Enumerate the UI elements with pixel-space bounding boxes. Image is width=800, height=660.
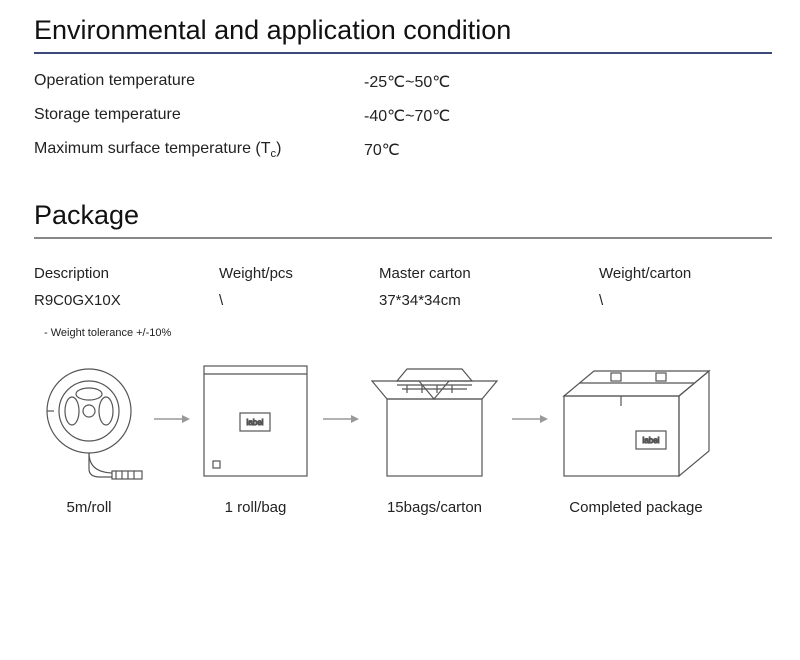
- package-header-row: Description Weight/pcs Master carton Wei…: [34, 265, 772, 282]
- flow-caption: 15bags/carton: [387, 499, 482, 516]
- env-label: Storage temperature: [34, 106, 364, 126]
- env-row: Maximum surface temperature (Tc) 70℃: [34, 140, 772, 160]
- env-row: Storage temperature -40℃~70℃: [34, 106, 772, 126]
- pkg-title: Package: [34, 200, 772, 239]
- package-flow-diagram: 5m/roll label 1 roll/bag: [34, 361, 772, 516]
- env-value: -40℃~70℃: [364, 106, 450, 126]
- col-weight-pcs: Weight/pcs: [219, 265, 379, 282]
- col-description: Description: [34, 265, 219, 282]
- package-data-row: R9C0GX10X \ 37*34*34cm \: [34, 292, 772, 309]
- cell-master-carton: 37*34*34cm: [379, 292, 599, 309]
- label-text: label: [247, 418, 264, 427]
- weight-tolerance-note: - Weight tolerance +/-10%: [44, 327, 772, 339]
- flow-step-bag: label 1 roll/bag: [198, 361, 313, 516]
- cell-weight-pcs: \: [219, 292, 379, 309]
- env-title: Environmental and application condition: [34, 15, 772, 54]
- open-carton-icon: [367, 361, 502, 481]
- flow-step-reel: 5m/roll: [34, 361, 144, 516]
- reel-icon: [34, 361, 144, 481]
- package-section: Package Description Weight/pcs Master ca…: [34, 200, 772, 516]
- cell-weight-carton: \: [599, 292, 749, 309]
- closed-carton-icon: label: [556, 361, 716, 481]
- environmental-section: Environmental and application condition …: [34, 15, 772, 160]
- arrow-icon: [152, 412, 190, 426]
- label-text: label: [643, 436, 660, 445]
- package-table: Description Weight/pcs Master carton Wei…: [34, 265, 772, 309]
- env-label: Operation temperature: [34, 72, 364, 92]
- env-value: 70℃: [364, 140, 400, 160]
- env-value: -25℃~50℃: [364, 72, 450, 92]
- env-label: Maximum surface temperature (Tc): [34, 140, 364, 160]
- col-master-carton: Master carton: [379, 265, 599, 282]
- flow-step-open-carton: 15bags/carton: [367, 361, 502, 516]
- col-weight-carton: Weight/carton: [599, 265, 749, 282]
- env-row: Operation temperature -25℃~50℃: [34, 72, 772, 92]
- flow-step-closed-carton: label Completed package: [556, 361, 716, 516]
- arrow-icon: [510, 412, 548, 426]
- env-table: Operation temperature -25℃~50℃ Storage t…: [34, 72, 772, 160]
- flow-caption: 5m/roll: [66, 499, 111, 516]
- cell-description: R9C0GX10X: [34, 292, 219, 309]
- flow-caption: Completed package: [569, 499, 702, 516]
- flow-caption: 1 roll/bag: [225, 499, 287, 516]
- bag-icon: label: [198, 361, 313, 481]
- arrow-icon: [321, 412, 359, 426]
